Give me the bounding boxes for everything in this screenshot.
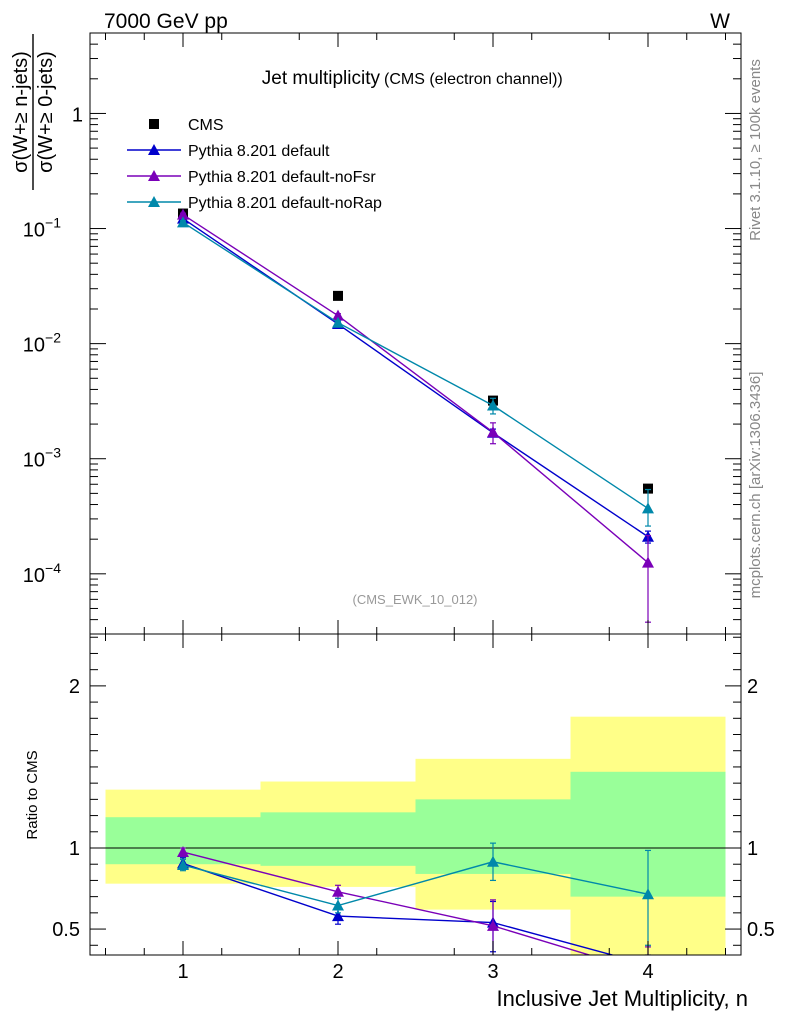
- rivet-version-label: Rivet 3.1.10, ≥ 100k events: [747, 59, 764, 241]
- legend-label: CMS: [188, 117, 224, 134]
- legend-item-cms: CMS: [149, 117, 224, 134]
- data-point: [643, 483, 653, 494]
- ratio-series-pythia-8-201-default-norap: [177, 842, 654, 946]
- data-point: [642, 502, 654, 514]
- y-axis-label-denominator: σ(W+≥ 0-jets): [35, 51, 57, 173]
- y-tick-label: 10−3: [23, 445, 61, 472]
- ratio-point: [642, 888, 654, 900]
- y-tick-label: 0.5: [52, 919, 80, 941]
- legend-label: Pythia 8.201 default: [188, 143, 330, 160]
- legend-item-pythia-8-201-default-nofsr: Pythia 8.201 default-noFsr: [127, 169, 376, 186]
- series-line: [182, 214, 649, 564]
- legend-marker: [148, 170, 160, 181]
- legend-label: Pythia 8.201 default-noFsr: [188, 169, 376, 186]
- ratio-point: [332, 885, 344, 897]
- ratio-point: [487, 855, 499, 867]
- x-tick-label: 4: [642, 961, 653, 983]
- chart-title: Jet multiplicity: [262, 68, 381, 89]
- legend-marker: [148, 144, 160, 155]
- data-point: [487, 426, 499, 438]
- series-pythia-8-201-default-nofsr: [177, 208, 654, 623]
- y-tick-label: 10−2: [23, 330, 61, 357]
- chart-subtitle: (CMS (electron channel)): [384, 71, 563, 88]
- source-label: mcplots.cern.ch [arXiv:1306.3436]: [747, 372, 764, 599]
- x-tick-label: 3: [487, 961, 498, 983]
- energy-label: 7000 GeV pp: [104, 10, 228, 33]
- series-cms: [178, 208, 653, 494]
- y-tick-label: 2: [69, 676, 80, 698]
- process-label: W: [710, 10, 730, 33]
- series-pythia-8-201-default: [177, 212, 654, 544]
- y-tick-exponent: −4: [45, 560, 61, 576]
- stat-band: [260, 812, 416, 866]
- ratio-point: [177, 846, 189, 858]
- data-point: [332, 316, 344, 328]
- data-point: [332, 309, 344, 321]
- ratio-point: [177, 859, 189, 871]
- legend-label: Pythia 8.201 default-noRap: [188, 195, 382, 212]
- data-point: [642, 556, 654, 568]
- ratio-y-axis-label: Ratio to CMS: [24, 750, 41, 839]
- ratio-series-pythia-8-201-default-nofsr: [177, 846, 651, 955]
- ratio-point: [332, 910, 344, 922]
- ratio-panel: 1 2 3 4 0.5 0.5 1 1 2 2 Ratio to CMS Inclusive Je…: [24, 633, 775, 1011]
- y-tick-exponent: −3: [45, 445, 61, 461]
- ratio-point: [332, 899, 344, 911]
- y-tick-exponent: −2: [45, 330, 61, 346]
- analysis-id-label: (CMS_EWK_10_012): [353, 592, 478, 607]
- y-tick-label: 1: [69, 838, 80, 860]
- data-point: [177, 208, 189, 220]
- ratio-line: [182, 862, 615, 955]
- y-axis-label-fraction: σ(W+≥ n-jets) σ(W+≥ 0-jets): [10, 34, 57, 190]
- x-tick-label: 2: [332, 961, 343, 983]
- ratio-point: [487, 919, 499, 931]
- y-tick-label: 10−1: [23, 215, 61, 242]
- legend-marker: [149, 119, 159, 129]
- series-pythia-8-201-default-norap: [177, 216, 654, 527]
- y-tick-label: 10−4: [23, 560, 61, 587]
- ratio-frame: [89, 633, 742, 956]
- legend-item-pythia-8-201-default-norap: Pythia 8.201 default-noRap: [127, 195, 382, 212]
- y-tick-label-right: 0.5: [747, 919, 775, 941]
- series-line: [182, 221, 649, 510]
- legend-marker: [148, 196, 160, 207]
- legend-item-pythia-8-201-default: Pythia 8.201 default: [127, 143, 330, 160]
- x-axis-label: Inclusive Jet Multiplicity, n: [497, 986, 748, 1011]
- y-axis-label-numerator: σ(W+≥ n-jets): [10, 51, 32, 173]
- x-tick-label: 1: [177, 961, 188, 983]
- y-tick-label: 1: [72, 104, 83, 126]
- data-point: [177, 216, 189, 228]
- series-line: [182, 218, 649, 538]
- main-title: Jet multiplicity (CMS (electron channel)…: [262, 68, 563, 89]
- y-tick-label-right: 2: [747, 676, 758, 698]
- legend: CMS Pythia 8.201 default Pythia 8.201 defa…: [127, 117, 382, 212]
- data-point: [333, 290, 343, 301]
- ratio-line: [182, 851, 592, 955]
- ratio-line: [182, 861, 649, 907]
- y-tick-exponent: −1: [45, 215, 61, 231]
- y-tick-label-right: 1: [747, 838, 758, 860]
- main-panel: 1 10−1 10−2 10−3 10−4 Jet multiplicity (CMS …: [10, 32, 742, 635]
- data-point: [487, 399, 499, 411]
